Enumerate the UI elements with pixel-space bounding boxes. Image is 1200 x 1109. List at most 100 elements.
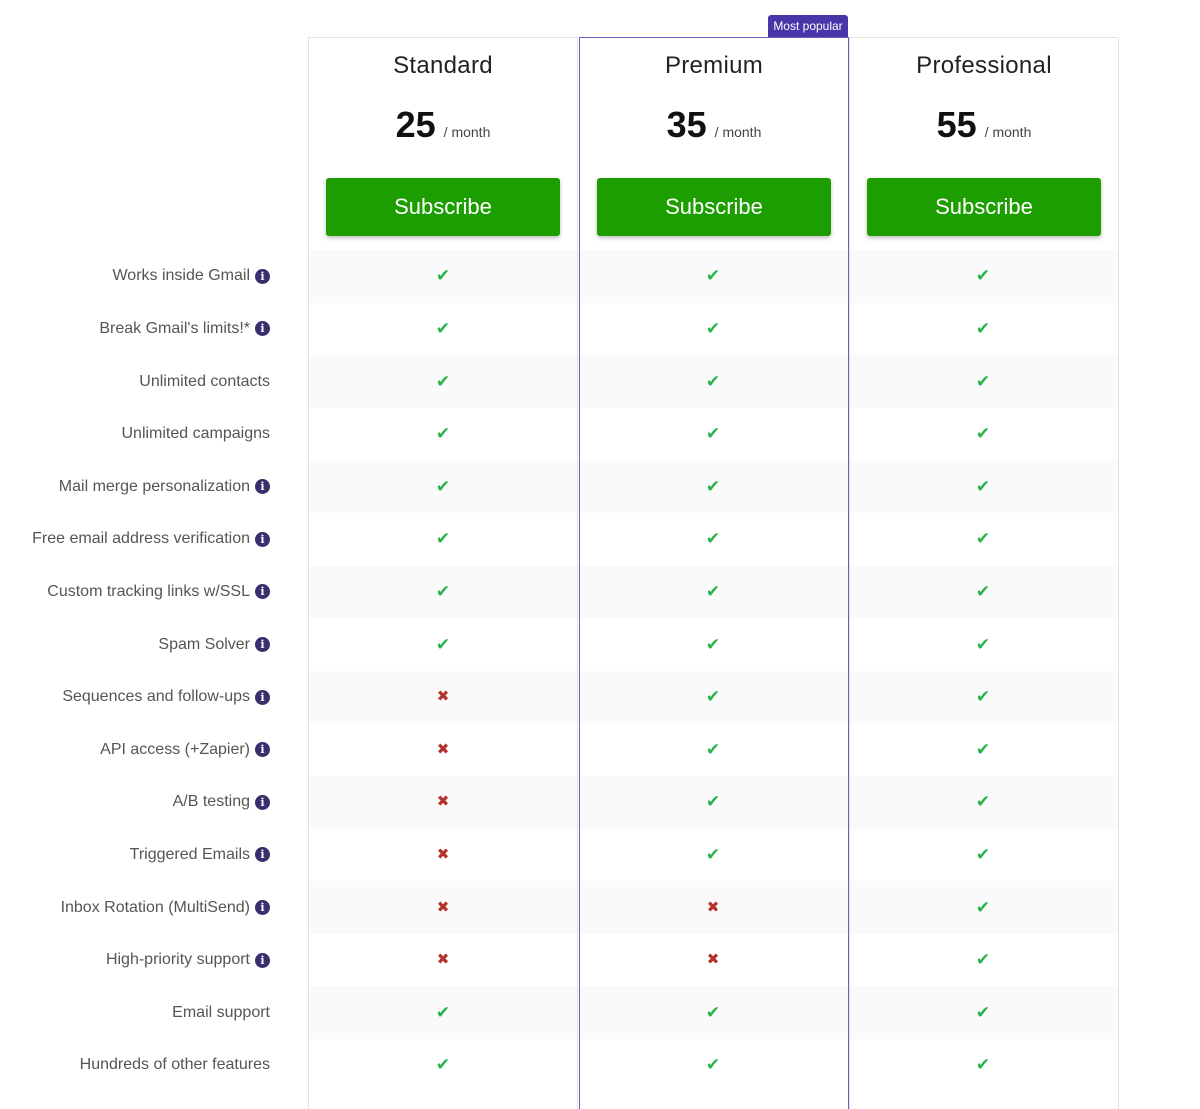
feature-row-bg — [308, 355, 1118, 408]
check-icon: ✔ — [975, 581, 991, 601]
cross-icon: ✖ — [436, 951, 450, 969]
check-icon: ✔ — [705, 1002, 721, 1022]
feature-label-text: Unlimited campaigns — [121, 425, 270, 443]
info-icon[interactable]: i — [255, 900, 270, 915]
plan-name: Premium — [664, 52, 764, 79]
cross-icon: ✖ — [706, 898, 720, 916]
cross-icon: ✖ — [436, 898, 450, 916]
check-icon: ✔ — [975, 424, 991, 444]
feature-label-text: Break Gmail's limits!* — [99, 319, 250, 337]
feature-label-text: A/B testing — [172, 793, 250, 811]
check-icon: ✔ — [705, 792, 721, 812]
feature-label: API access (+Zapier) i — [100, 739, 270, 761]
info-icon[interactable]: i — [255, 794, 270, 810]
plan-column-professional: Professional 55 / month Subscribe — [849, 37, 1119, 1109]
feature-label: High-priority support i — [106, 949, 270, 971]
check-icon: ✔ — [705, 529, 721, 549]
feature-label: Hundreds of other features — [80, 1054, 270, 1076]
plan-column-standard: Standard 25 / month Subscribe — [308, 37, 578, 1109]
info-icon[interactable]: i — [255, 847, 270, 863]
feature-label-text: Free email address verification — [32, 530, 250, 548]
feature-row-bg — [308, 460, 1118, 513]
price-amount: 35 — [666, 104, 707, 145]
check-icon: ✔ — [975, 687, 991, 707]
feature-row-bg — [308, 881, 1118, 934]
plan-name: Standard — [393, 52, 493, 79]
feature-label: Unlimited contacts — [139, 371, 270, 393]
check-icon: ✔ — [705, 476, 721, 496]
check-icon: ✔ — [435, 371, 451, 391]
price-period: / month — [714, 124, 762, 140]
check-icon: ✔ — [975, 634, 991, 654]
info-icon[interactable]: i — [255, 321, 270, 337]
subscribe-button-standard[interactable]: Subscribe — [326, 178, 560, 236]
check-icon: ✔ — [435, 1002, 451, 1022]
check-icon: ✔ — [975, 476, 991, 496]
cross-icon: ✖ — [436, 740, 450, 758]
plan-column-premium: Premium 35 / month Subscribe — [579, 37, 849, 1109]
check-icon: ✔ — [435, 1055, 451, 1075]
check-icon: ✔ — [975, 844, 991, 864]
feature-label-text: Triggered Emails — [129, 845, 250, 863]
check-icon: ✔ — [705, 634, 721, 654]
check-icon: ✔ — [435, 476, 451, 496]
cross-icon: ✖ — [436, 845, 450, 863]
info-icon[interactable]: i — [255, 637, 270, 652]
plan-price: 55 / month — [850, 104, 1118, 146]
price-amount: 25 — [395, 104, 436, 145]
check-icon: ✔ — [705, 687, 721, 707]
info-icon[interactable]: i — [255, 952, 270, 968]
check-icon: ✔ — [975, 739, 991, 759]
check-icon: ✔ — [435, 266, 451, 286]
plan-name: Professional — [916, 52, 1052, 79]
feature-label-text: Hundreds of other features — [79, 1056, 270, 1074]
feature-label: Works inside Gmail i — [112, 265, 270, 287]
feature-label: Mail merge personalization i — [59, 476, 270, 498]
feature-label: A/B testing i — [173, 791, 270, 813]
feature-row-bg — [308, 986, 1118, 1039]
feature-label-text: Custom tracking links w/SSL — [47, 582, 250, 600]
check-icon: ✔ — [975, 1055, 991, 1075]
feature-label-text: API access (+Zapier) — [100, 740, 250, 758]
check-icon: ✔ — [975, 371, 991, 391]
feature-label: Triggered Emails i — [130, 844, 270, 866]
feature-label-text: Spam Solver — [158, 635, 250, 653]
check-icon: ✔ — [435, 318, 451, 338]
feature-label: Custom tracking links w/SSL i — [47, 581, 270, 603]
subscribe-button-professional[interactable]: Subscribe — [867, 178, 1101, 236]
check-icon: ✔ — [975, 950, 991, 970]
feature-label: Sequences and follow-ups i — [62, 686, 270, 708]
info-icon[interactable]: i — [255, 479, 270, 495]
feature-label-text: Email support — [172, 1003, 270, 1021]
check-icon: ✔ — [705, 1055, 721, 1075]
check-icon: ✔ — [975, 897, 991, 917]
plan-price: 35 / month — [580, 104, 848, 146]
check-icon: ✔ — [435, 634, 451, 654]
info-icon[interactable]: i — [255, 689, 270, 705]
check-icon: ✔ — [705, 581, 721, 601]
price-period: / month — [984, 124, 1032, 140]
feature-row-bg — [308, 250, 1118, 303]
info-icon[interactable]: i — [255, 531, 270, 547]
info-icon[interactable]: i — [255, 742, 270, 758]
check-icon: ✔ — [975, 1002, 991, 1022]
feature-label-text: Sequences and follow-ups — [62, 688, 250, 706]
info-icon[interactable]: i — [255, 584, 270, 600]
cross-icon: ✖ — [706, 951, 720, 969]
feature-label: Inbox Rotation (MultiSend) i — [61, 897, 270, 919]
info-icon[interactable]: i — [255, 268, 270, 284]
check-icon: ✔ — [975, 792, 991, 812]
feature-row-bg — [308, 776, 1118, 829]
check-icon: ✔ — [705, 844, 721, 864]
feature-label: Email support — [172, 1002, 270, 1024]
check-icon: ✔ — [705, 318, 721, 338]
most-popular-badge: Most popular — [768, 15, 848, 37]
cross-icon: ✖ — [436, 793, 450, 811]
feature-label: Break Gmail's limits!* i — [99, 318, 270, 340]
subscribe-button-premium[interactable]: Subscribe — [597, 178, 831, 236]
check-icon: ✔ — [975, 266, 991, 286]
check-icon: ✔ — [705, 266, 721, 286]
feature-row-bg — [308, 565, 1118, 619]
feature-row-bg — [308, 670, 1118, 724]
check-icon: ✔ — [435, 529, 451, 549]
